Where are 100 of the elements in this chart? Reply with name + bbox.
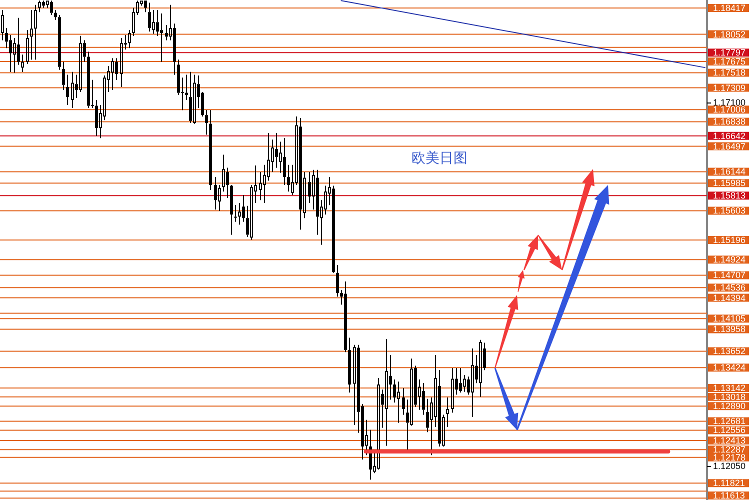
ref-line-label: 1.17675 xyxy=(713,56,746,66)
candlestick xyxy=(193,74,196,124)
ref-line-label: 1.16497 xyxy=(713,141,746,152)
candlestick xyxy=(58,14,61,70)
ref-line-label: 1.11613 xyxy=(713,490,745,500)
candlestick xyxy=(189,71,192,124)
candlestick xyxy=(1,9,4,41)
candlestick xyxy=(30,9,33,60)
ref-line-label: 1.12178 xyxy=(713,452,746,462)
candlestick xyxy=(79,35,82,93)
candlestick xyxy=(38,0,41,13)
candlestick xyxy=(451,367,454,414)
candlestick xyxy=(242,194,245,222)
candlestick xyxy=(271,139,274,173)
candlestick xyxy=(402,388,405,416)
ref-line-label: 1.15196 xyxy=(713,235,746,246)
candlestick xyxy=(21,54,24,72)
candlestick xyxy=(238,202,241,226)
candlestick xyxy=(267,132,270,182)
candlestick xyxy=(185,74,188,100)
candlestick xyxy=(26,30,29,64)
candlestick xyxy=(308,172,311,204)
ref-line-label: 1.13424 xyxy=(713,362,746,373)
candlestick xyxy=(205,110,208,136)
ref-line-label: 1.14536 xyxy=(713,282,746,293)
ref-line-label: 1.17797 xyxy=(713,48,746,58)
ref-line-label: 1.13652 xyxy=(713,346,746,356)
candlestick xyxy=(250,184,253,240)
candlestick xyxy=(173,23,176,76)
candlestick xyxy=(446,396,449,428)
candlestick xyxy=(95,99,98,137)
candlestick xyxy=(226,167,229,198)
candlestick xyxy=(279,141,282,174)
ref-line-label: 1.14394 xyxy=(713,292,746,303)
ref-line-label: 1.17518 xyxy=(713,68,746,78)
ref-line-label: 1.12890 xyxy=(713,401,746,412)
candlestick xyxy=(471,348,474,418)
candlestick xyxy=(50,0,53,16)
candlestick xyxy=(62,61,65,90)
candlestick xyxy=(148,2,151,32)
ref-line-label: 1.13018 xyxy=(713,392,746,402)
candlestick xyxy=(385,338,388,446)
ref-line-label: 1.18417 xyxy=(713,2,746,13)
candlestick xyxy=(165,24,168,41)
ref-line-label: 1.12556 xyxy=(713,425,746,436)
ref-line-label: 1.14105 xyxy=(713,314,746,324)
candlestick xyxy=(218,184,221,212)
candlestick xyxy=(111,58,114,90)
candlestick xyxy=(115,58,118,80)
ref-line-label: 1.13958 xyxy=(713,324,746,334)
candlestick xyxy=(353,344,356,426)
candlestick xyxy=(66,74,69,106)
ref-line-label: 1.14707 xyxy=(713,270,746,280)
candlestick xyxy=(393,378,396,404)
ref-line-label: 1.15985 xyxy=(713,178,746,188)
candlestick xyxy=(463,374,466,392)
candlestick xyxy=(71,71,74,108)
candlestick xyxy=(299,117,302,230)
ref-line-label: 1.17006 xyxy=(713,104,746,115)
candlestick xyxy=(348,337,351,393)
y-tick-label: 1.12050 xyxy=(713,461,746,472)
ref-line-label: 1.12413 xyxy=(713,435,746,446)
candlestick xyxy=(422,382,425,416)
candlestick xyxy=(156,9,159,36)
y-tick-label: 1.17100 xyxy=(713,97,746,108)
ref-line-label: 1.12681 xyxy=(713,416,746,426)
candlestick xyxy=(222,154,225,192)
text: 欧美日图 xyxy=(411,150,468,167)
candlestick xyxy=(344,281,347,353)
ref-line-label: 1.17309 xyxy=(713,82,746,93)
candlestick xyxy=(120,38,123,88)
candlestick xyxy=(459,367,462,393)
candlestick xyxy=(324,185,327,216)
ref-line-label: 1.11821 xyxy=(713,478,745,488)
candlestick xyxy=(177,59,180,96)
ref-line-label: 1.15603 xyxy=(713,206,746,216)
ref-line-label: 1.14924 xyxy=(713,254,746,265)
candlestick xyxy=(426,398,429,433)
candlestick xyxy=(263,164,266,204)
candlestick xyxy=(9,34,12,72)
candlestick xyxy=(397,381,400,424)
candlestick xyxy=(287,164,290,192)
candlestick xyxy=(336,264,339,298)
candlestick xyxy=(13,38,16,74)
candlestick xyxy=(332,185,335,272)
candlestick xyxy=(152,9,155,34)
candlestick xyxy=(144,0,147,13)
candlestick xyxy=(438,370,441,447)
candlestick xyxy=(209,110,212,191)
candlestick xyxy=(479,339,482,398)
ref-line-label: 1.13142 xyxy=(713,382,746,393)
ref-line-label: 1.16144 xyxy=(713,166,746,177)
candlestick xyxy=(259,172,262,201)
candlestick xyxy=(54,9,57,21)
candlestick xyxy=(234,204,237,222)
candlestick xyxy=(17,17,20,66)
ref-line-label: 1.15813 xyxy=(713,190,746,201)
candlestick xyxy=(34,4,37,60)
candlestick xyxy=(160,13,163,62)
candlestick xyxy=(128,30,131,49)
